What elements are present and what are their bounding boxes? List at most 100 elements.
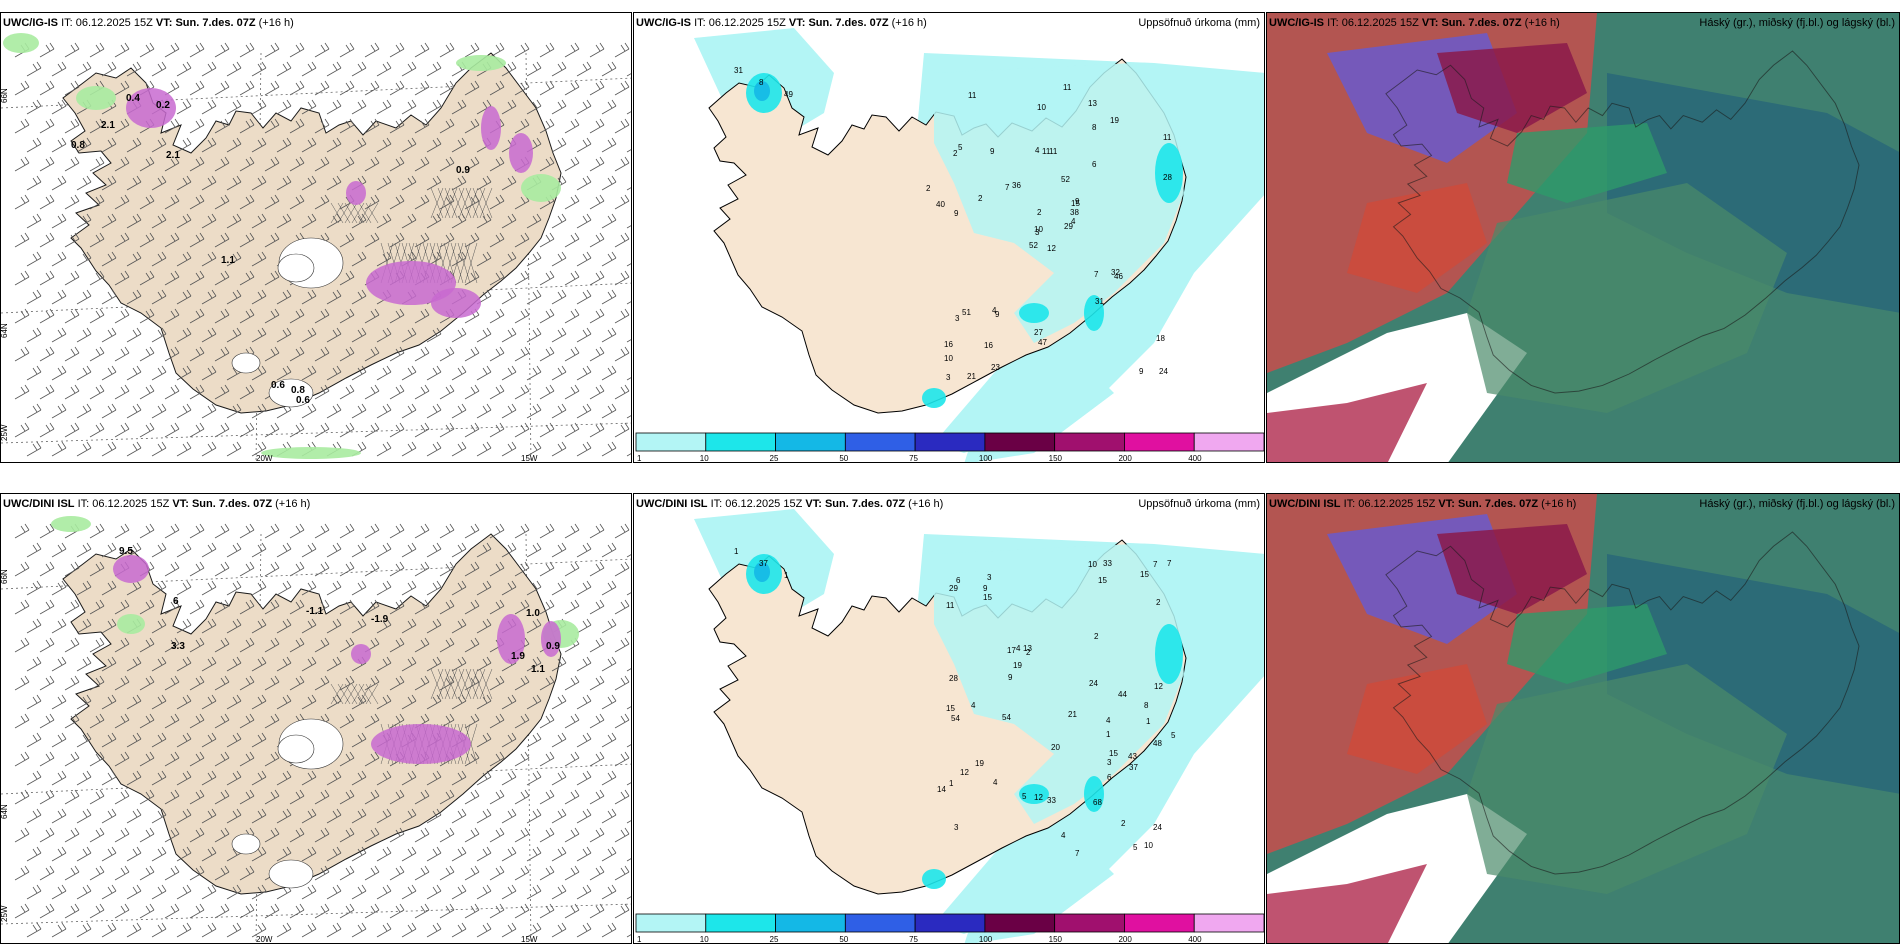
svg-text:25W: 25W xyxy=(1,905,9,922)
precip-values: 1371113322115177111529245122021131971594… xyxy=(734,547,1176,858)
temperature-value: 3.3 xyxy=(171,641,185,652)
temperature-value: -1.1 xyxy=(306,606,324,617)
precip-value: 33 xyxy=(1047,796,1056,805)
precip-value: 2 xyxy=(1037,208,1042,217)
precip-value: 11 xyxy=(1049,147,1058,156)
precip-value: 43 xyxy=(1128,752,1137,761)
panel-precip-igis: UWC/IG-IS IT: 06.12.2025 15Z VT: Sun. 7.… xyxy=(633,12,1265,463)
legend-tick: 1 xyxy=(637,935,642,944)
precip-value: 48 xyxy=(1153,739,1162,748)
precip-value: 3 xyxy=(1107,758,1112,767)
precip-value: 10 xyxy=(1088,560,1097,569)
panel-header: UWC/DINI ISL IT: 06.12.2025 15Z VT: Sun.… xyxy=(636,498,944,510)
precip-value: 1 xyxy=(1146,717,1151,726)
precip-value: 15 xyxy=(983,593,992,602)
precip-value: 2 xyxy=(1026,648,1031,657)
precip-value: 7 xyxy=(1167,559,1172,568)
precip-value: 6 xyxy=(956,576,961,585)
precip-value: 5 xyxy=(1171,731,1176,740)
legend-swatch xyxy=(1054,432,1125,452)
legend-swatch xyxy=(984,432,1056,452)
precip-value: 17 xyxy=(1007,646,1016,655)
precip-value: 14 xyxy=(937,785,946,794)
precip-value: 49 xyxy=(784,90,793,99)
precip-value: 7 xyxy=(1153,560,1158,569)
precip-value: 1 xyxy=(784,571,789,580)
precip-value: 4 xyxy=(971,701,976,710)
legend-tick: 10 xyxy=(700,454,709,463)
precip-value: 19 xyxy=(975,759,984,768)
precip-value: 9 xyxy=(1139,367,1144,376)
precip-value: 7 xyxy=(1094,270,1099,279)
precip-value: 13 xyxy=(1088,99,1097,108)
panel-header: UWC/DINI ISL IT: 06.12.2025 15Z VT: Sun.… xyxy=(1269,498,1577,510)
legend-tick: 50 xyxy=(839,935,848,944)
precip-value: 4 xyxy=(993,778,998,787)
legend-tick: 200 xyxy=(1118,454,1132,463)
precip-value: 2 xyxy=(953,149,958,158)
temperature-value: 0.2 xyxy=(156,100,170,111)
legend-swatch xyxy=(1193,432,1264,452)
precip-values: 3184912231615913118291124911526214525136… xyxy=(734,66,1172,382)
precip-value: 21 xyxy=(967,372,976,381)
precip-type-blobs xyxy=(3,33,561,459)
legend-swatch xyxy=(1193,913,1264,933)
panel-right-title: Uppsöfnuð úrkoma (mm) xyxy=(1138,498,1260,510)
temperature-value: 1.0 xyxy=(526,608,540,619)
heavy-precip-cores xyxy=(746,73,1183,408)
temperature-value: 1.9 xyxy=(511,651,525,662)
legend-swatch xyxy=(1124,913,1195,933)
cloud-layers xyxy=(1267,494,1899,943)
precip-value: 10 xyxy=(1034,225,1043,234)
precip-value: 2 xyxy=(1156,598,1161,607)
precip-value: 10 xyxy=(944,354,953,363)
panel-right-title: Háský (gr.), miðský (fj.bl.) og lágský (… xyxy=(1699,498,1895,510)
precip-value: 7 xyxy=(1075,849,1080,858)
svg-text:66N: 66N xyxy=(1,569,9,584)
legend-swatch xyxy=(635,913,707,933)
precip-value: 6 xyxy=(1092,160,1097,169)
precip-value: 2 xyxy=(1121,819,1126,828)
precip-value: 5 xyxy=(958,143,963,152)
precip-value: 47 xyxy=(1038,338,1047,347)
map-cloud-cover xyxy=(1267,13,1899,462)
svg-text:20W: 20W xyxy=(256,935,273,944)
precip-value: 9 xyxy=(990,147,995,156)
legend-tick: 100 xyxy=(979,935,993,944)
precip-value: 4 xyxy=(1035,146,1040,155)
precip-value: 15 xyxy=(946,704,955,713)
precip-value: 3 xyxy=(954,823,959,832)
temperature-value: 9.5 xyxy=(119,546,133,557)
precip-value: 12 xyxy=(960,768,969,777)
precip-value: 32 xyxy=(1111,268,1120,277)
precip-value: 29 xyxy=(949,584,958,593)
legend-tick: 150 xyxy=(1049,935,1063,944)
precip-value: 24 xyxy=(1089,679,1098,688)
precip-value: 27 xyxy=(1034,328,1043,337)
precip-value: 44 xyxy=(1118,690,1127,699)
precip-value: 31 xyxy=(734,66,743,75)
cloud-layers xyxy=(1267,13,1899,462)
legend-tick: 200 xyxy=(1118,935,1132,944)
svg-text:15W: 15W xyxy=(521,454,538,463)
precip-legend: 1 10 25 50 75 100 150 200 400 xyxy=(635,913,1264,944)
precip-value: 11 xyxy=(1063,83,1072,92)
panel-precip-dini: UWC/DINI ISL IT: 06.12.2025 15Z VT: Sun.… xyxy=(633,493,1265,944)
legend-swatch xyxy=(635,432,707,452)
precip-value: 5 xyxy=(1133,843,1138,852)
precip-value: 11 xyxy=(1163,133,1172,142)
precip-value: 52 xyxy=(1029,241,1038,250)
wind-barbs xyxy=(14,523,631,938)
temperature-value: 1.1 xyxy=(531,664,545,675)
legend-tick: 25 xyxy=(770,454,779,463)
precip-value: 3 xyxy=(955,314,960,323)
temperature-value: 1.1 xyxy=(221,255,235,266)
legend-tick: 25 xyxy=(770,935,779,944)
legend-swatch xyxy=(844,913,916,933)
precip-value: 1 xyxy=(949,779,954,788)
svg-text:15W: 15W xyxy=(521,935,538,944)
precip-legend: 1 10 25 50 75 100 150 200 400 xyxy=(635,432,1264,463)
precip-value: 12 xyxy=(1034,793,1043,802)
legend-tick: 100 xyxy=(979,454,993,463)
precip-value: 24 xyxy=(1159,367,1168,376)
